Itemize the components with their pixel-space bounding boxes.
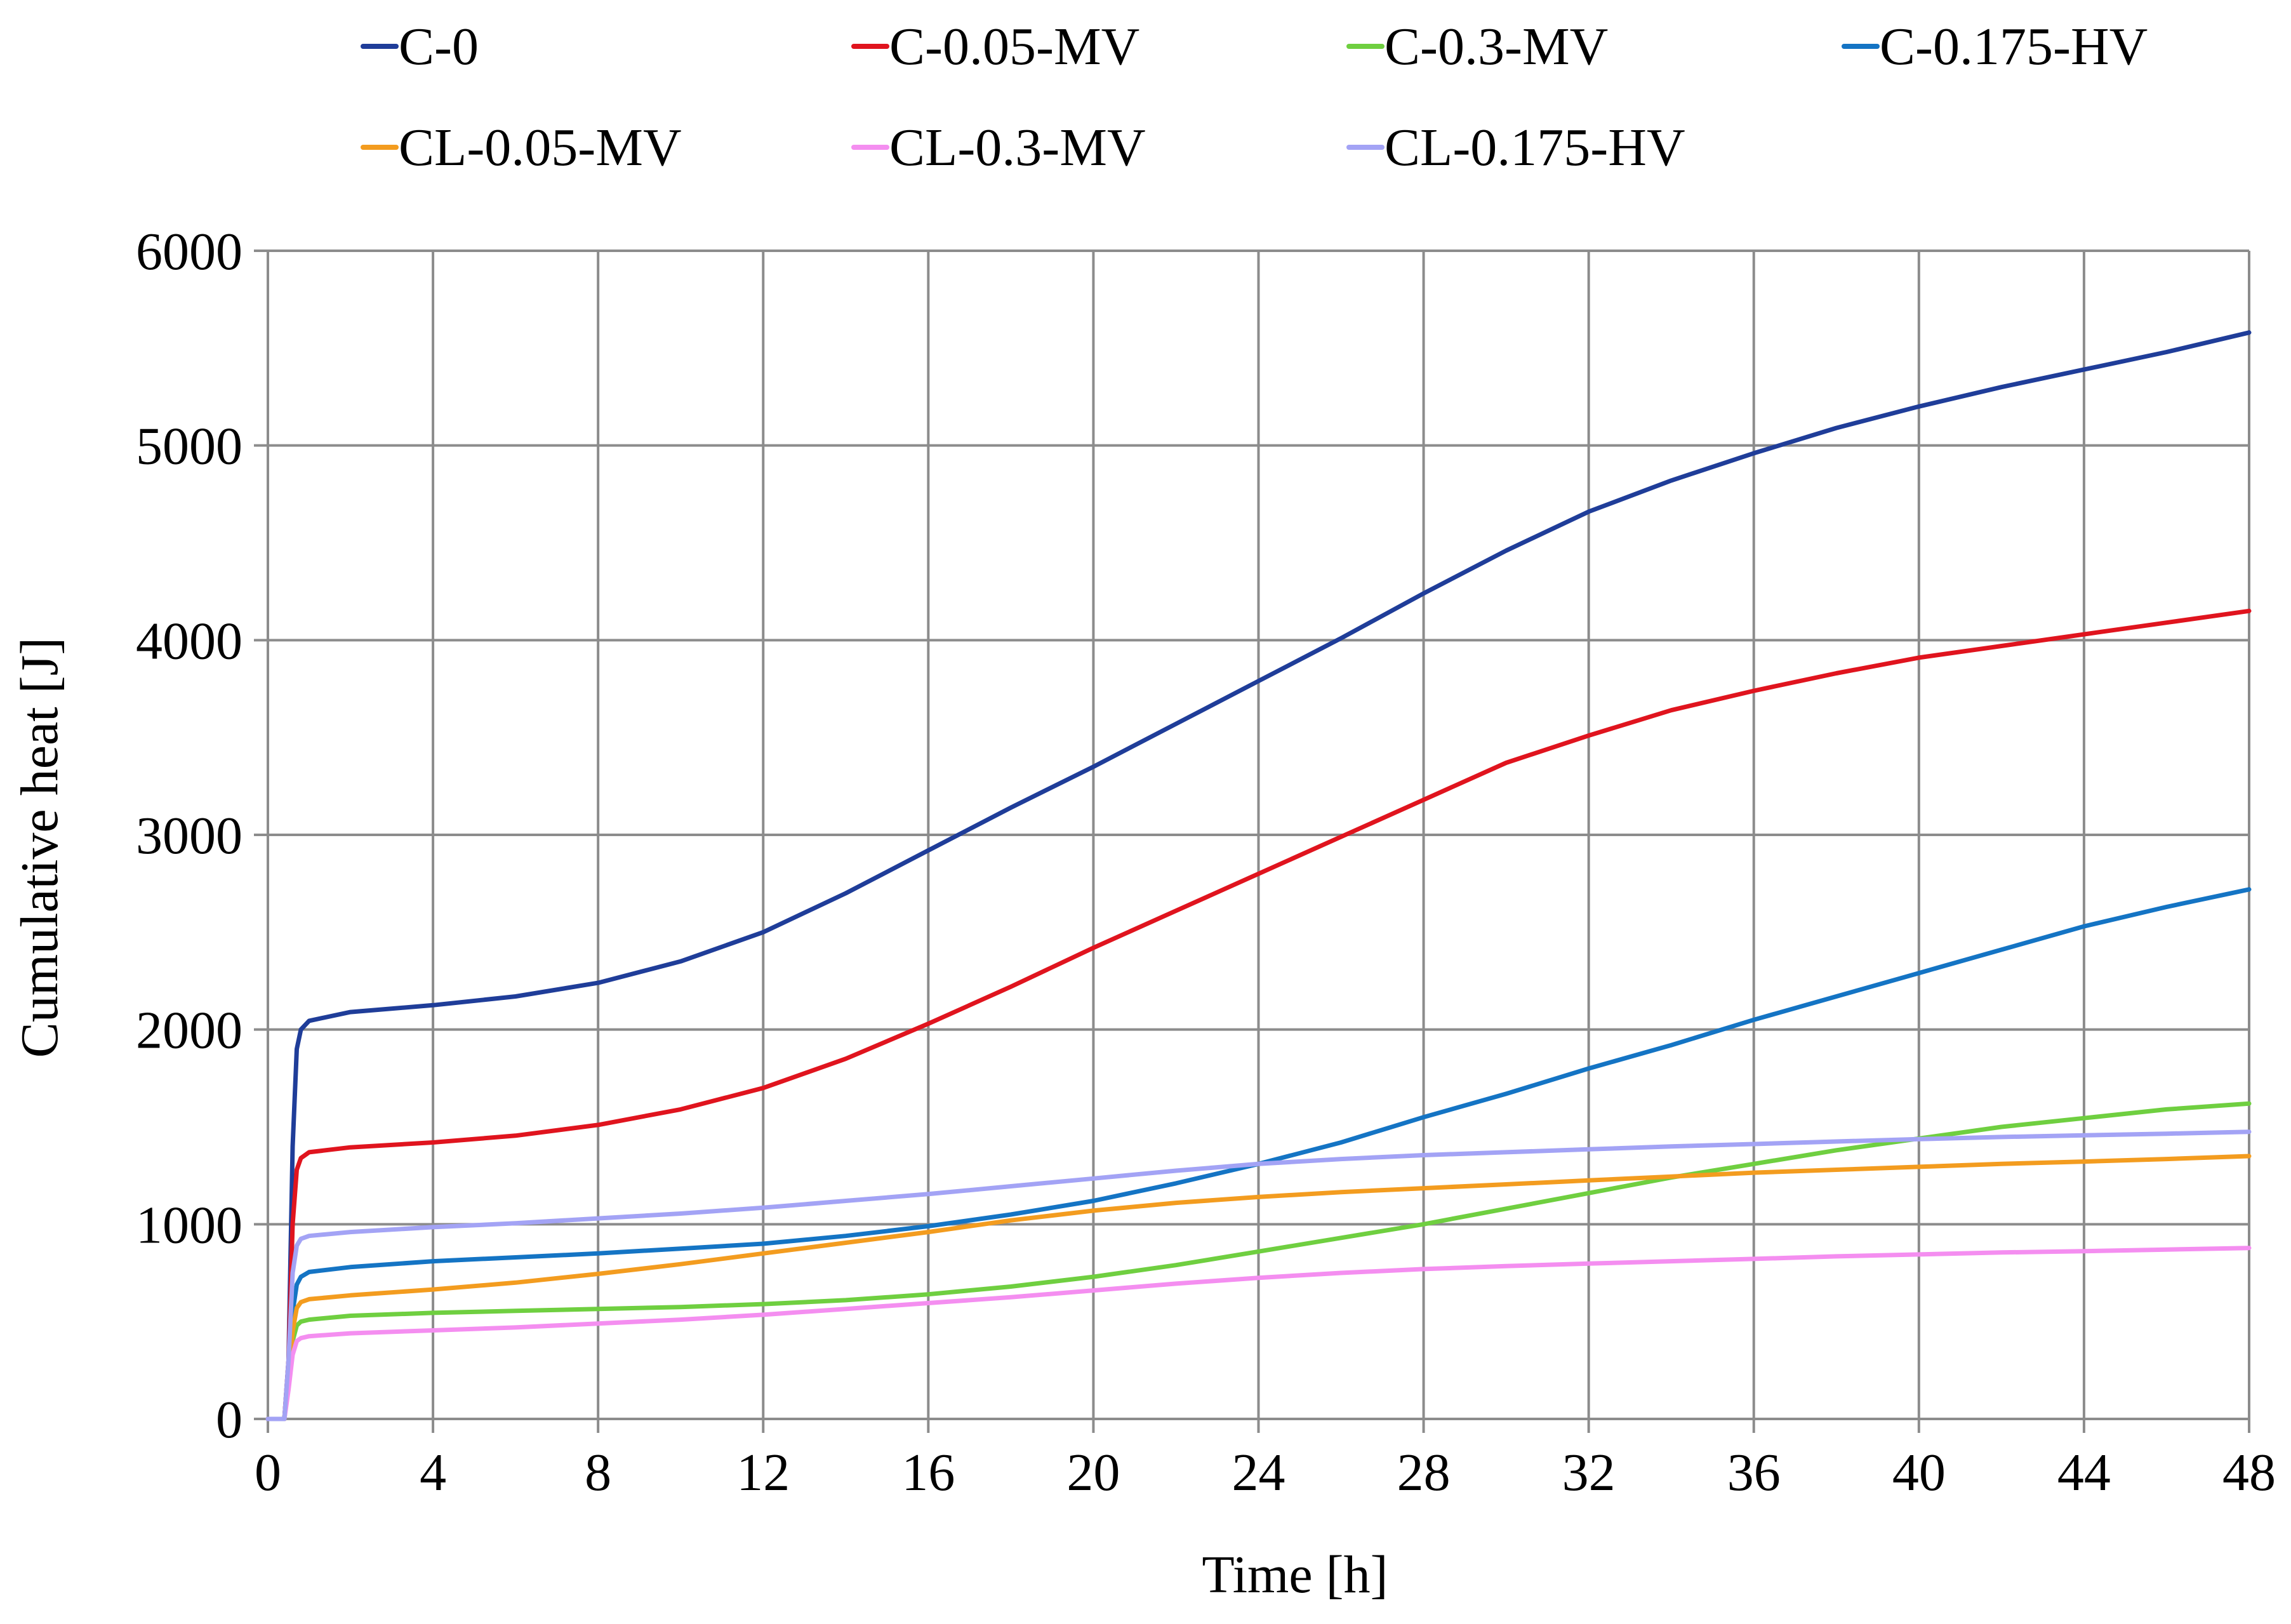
legend-item: CL-0.175-HV bbox=[1346, 118, 1685, 177]
legend-item: C-0 bbox=[361, 17, 479, 76]
series-line-cl-0_3-mv bbox=[265, 1246, 2252, 1421]
legend-item: CL-0.05-MV bbox=[361, 118, 682, 177]
x-tick-label: 44 bbox=[2057, 1443, 2111, 1502]
y-tick-label: 4000 bbox=[136, 611, 242, 670]
series-line-cl-0_175-hv bbox=[265, 1129, 2252, 1421]
series-line-c-0_175-hv bbox=[265, 887, 2252, 1421]
y-tick-label: 2000 bbox=[136, 1001, 242, 1060]
legend-label: CL-0.3-MV bbox=[889, 118, 1146, 177]
legend-item: CL-0.3-MV bbox=[851, 118, 1146, 177]
x-tick-label: 4 bbox=[420, 1443, 446, 1502]
series-line-c-0 bbox=[265, 330, 2252, 1421]
x-axis-title: Time [h] bbox=[1202, 1545, 1388, 1604]
y-tick-labels: 0 1000 2000 3000 4000 5000 6000 bbox=[136, 222, 242, 1449]
x-tick-label: 0 bbox=[255, 1443, 281, 1502]
legend-label: CL-0.05-MV bbox=[399, 118, 682, 177]
y-tick-label: 3000 bbox=[136, 806, 242, 865]
legend-label: C-0 bbox=[399, 17, 479, 76]
x-tick-label: 24 bbox=[1232, 1443, 1285, 1502]
x-tick-labels: 0 4 8 12 16 20 24 28 32 36 40 44 48 bbox=[255, 1443, 2276, 1502]
x-tick-label: 48 bbox=[2222, 1443, 2276, 1502]
x-tick-label: 16 bbox=[901, 1443, 955, 1502]
x-tick-label: 36 bbox=[1727, 1443, 1781, 1502]
y-tick-label: 5000 bbox=[136, 417, 242, 476]
legend-label: CL-0.175-HV bbox=[1385, 118, 1685, 177]
legend: C-0 C-0.05-MV C-0.3-MV C-0.175-HV CL-0.05-MV… bbox=[361, 17, 2148, 177]
series-line-c-0_3-mv bbox=[265, 1101, 2252, 1421]
y-tick-label: 6000 bbox=[136, 222, 242, 281]
x-tick-label: 32 bbox=[1562, 1443, 1616, 1502]
legend-item: C-0.3-MV bbox=[1346, 17, 1608, 76]
y-axis-title: Cumulative heat [J] bbox=[10, 637, 69, 1058]
x-tick-label: 20 bbox=[1066, 1443, 1120, 1502]
legend-item: C-0.175-HV bbox=[1842, 17, 2148, 76]
gridlines bbox=[254, 250, 2250, 1433]
y-tick-label: 1000 bbox=[136, 1195, 242, 1255]
series-line-cl-0_05-mv bbox=[265, 1154, 2252, 1421]
legend-item: C-0.05-MV bbox=[851, 17, 1139, 76]
legend-label: C-0.05-MV bbox=[889, 17, 1139, 76]
x-tick-label: 12 bbox=[736, 1443, 790, 1502]
x-tick-label: 28 bbox=[1397, 1443, 1451, 1502]
x-tick-label: 8 bbox=[585, 1443, 611, 1502]
series-lines bbox=[265, 330, 2252, 1421]
legend-label: C-0.3-MV bbox=[1385, 17, 1608, 76]
series-line-c-0_05-mv bbox=[265, 608, 2252, 1421]
y-tick-label: 0 bbox=[216, 1390, 242, 1449]
legend-label: C-0.175-HV bbox=[1880, 17, 2148, 76]
x-tick-label: 40 bbox=[1892, 1443, 1946, 1502]
